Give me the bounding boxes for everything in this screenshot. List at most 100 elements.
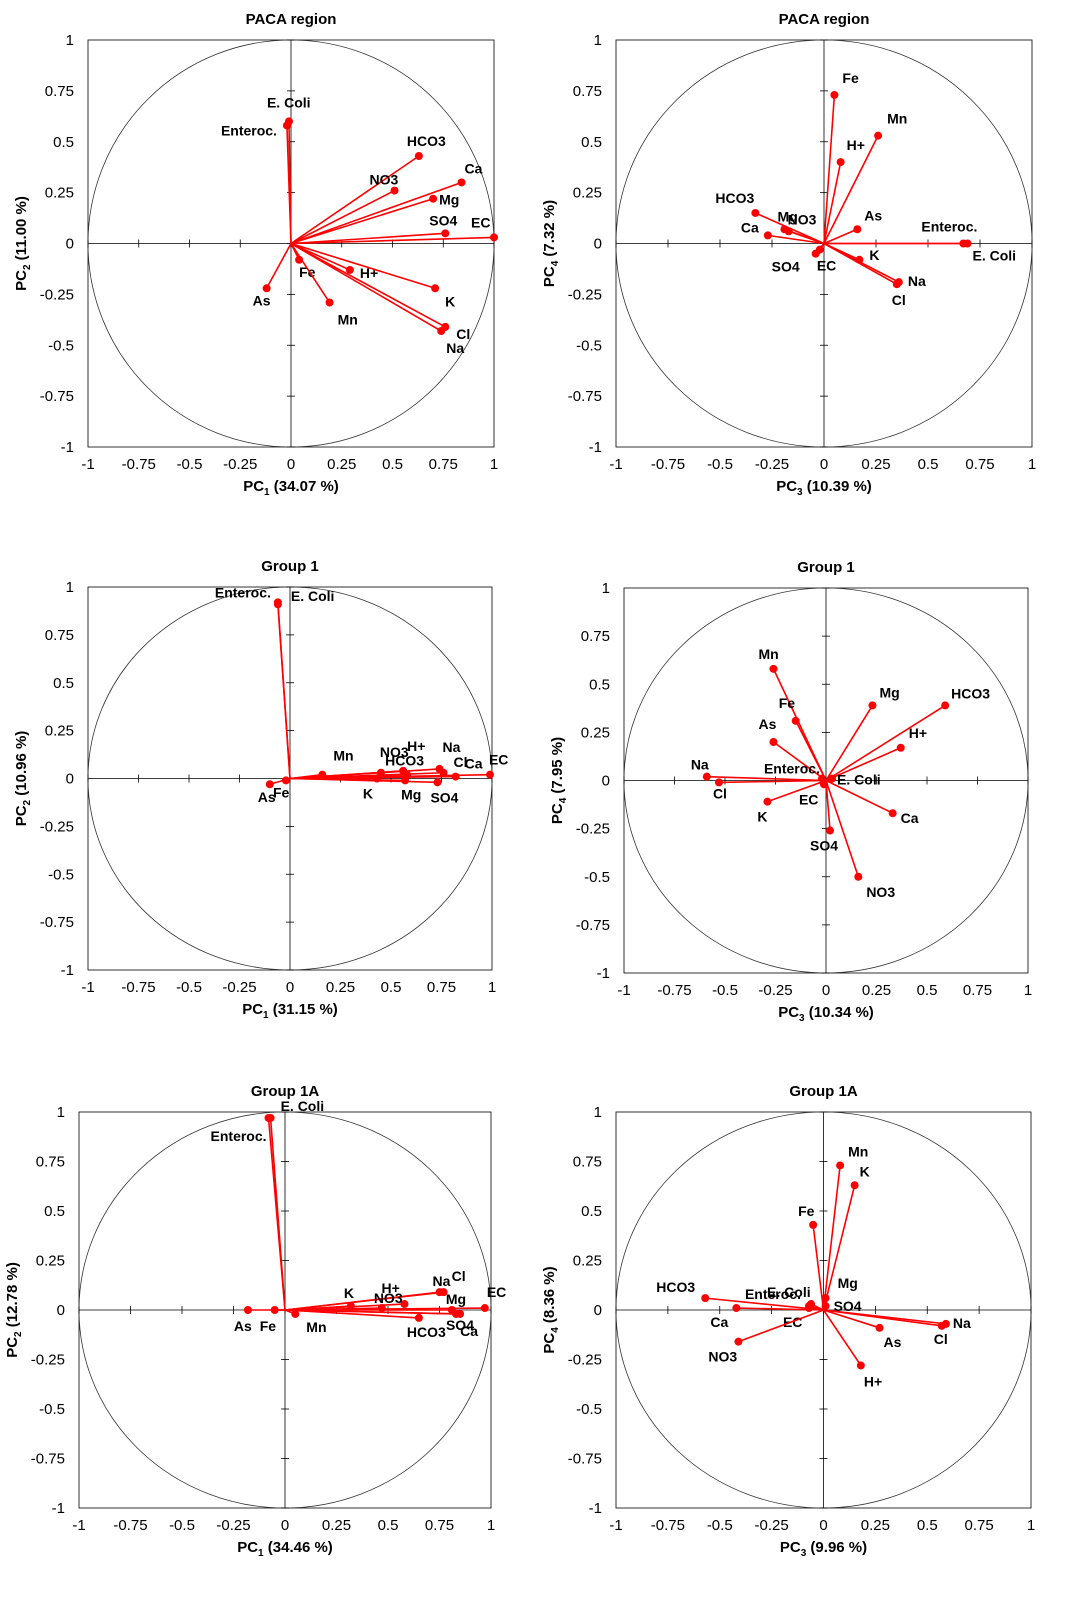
x-tick-label: 0	[820, 456, 828, 473]
loading-vector-hco3	[825, 704, 946, 782]
loading-vector-as	[823, 1309, 880, 1329]
y-tick-label: 0	[66, 771, 74, 788]
x-tick-label: -0.25	[755, 1517, 789, 1534]
x-tick-label: -0.5	[712, 982, 738, 999]
loading-vector-so4	[289, 777, 438, 784]
loading-vector-ca	[825, 779, 894, 814]
x-axis-label: PC3 (10.39 %)	[776, 478, 872, 498]
x-tick-label: 0.75	[427, 979, 456, 996]
y-tick-label: -1	[589, 1500, 602, 1517]
y-tick-label: 1	[66, 579, 74, 596]
variable-label-cl: Cl	[456, 326, 470, 342]
loading-point-k	[431, 284, 440, 293]
loading-point-ec	[485, 770, 494, 779]
variable-label-enteroc: Enteroc.	[764, 761, 820, 777]
y-axis-label: PC2 (10.96 %)	[13, 731, 33, 827]
loading-point-as	[262, 284, 271, 293]
loading-vector-as	[773, 741, 827, 782]
loading-point-e-coli	[273, 600, 282, 609]
loading-vector-ca	[284, 1309, 461, 1315]
chart-title: Group 1A	[789, 1083, 858, 1100]
x-tick-label: 1	[490, 456, 498, 473]
variable-label-enteroc: Enteroc.	[921, 219, 977, 235]
y-tick-label: 0.25	[573, 185, 602, 202]
variable-label-hco3: HCO3	[385, 753, 424, 769]
variable-label-na: Na	[446, 340, 464, 356]
x-tick-label: 0.5	[381, 979, 402, 996]
y-tick-label: 0.25	[45, 723, 74, 740]
pca-chart-3: -1 -0.75 -0.5 -0.25 0 0.25 0.5 0.75 1 -1 -0.75 -0.5…	[13, 558, 508, 1021]
variable-label-mn: Mn	[887, 111, 907, 127]
y-tick-label: -0.75	[40, 388, 74, 405]
variable-label-fe: Fe	[779, 695, 796, 711]
x-tick-label: -1	[81, 979, 94, 996]
loading-point-ec	[804, 1304, 813, 1313]
chart-title: Group 1	[261, 558, 319, 575]
variable-label-h-plus: H+	[864, 1373, 882, 1389]
variable-label-so4: SO4	[430, 789, 458, 805]
pca-chart-1: -1 -0.75 -0.5 -0.25 0 0.25 0.5 0.75 1 -1 -0.75 -0.5…	[13, 11, 498, 498]
variable-label-hco3: HCO3	[656, 1279, 695, 1295]
y-tick-label: 0.5	[589, 676, 610, 693]
loading-point-fe	[809, 1220, 818, 1229]
variable-label-so4: SO4	[429, 212, 457, 228]
loading-point-k	[763, 797, 772, 806]
loading-vector-mn	[822, 1165, 841, 1311]
loading-point-e-coli	[828, 774, 837, 783]
y-tick-label: -0.25	[31, 1352, 65, 1369]
loading-vector-hco3	[290, 155, 420, 245]
loading-point-fe	[270, 1306, 279, 1314]
loading-point-so4	[826, 826, 835, 835]
x-tick-label: -0.5	[177, 456, 203, 473]
variable-label-fe: Fe	[842, 70, 859, 86]
loading-vector-h-plus	[822, 1309, 862, 1366]
variable-label-so4: SO4	[834, 1298, 862, 1314]
x-tick-label: 0	[281, 1517, 289, 1534]
loading-point-enteroc	[282, 121, 291, 130]
y-tick-label: 1	[594, 32, 602, 49]
y-tick-label: 1	[602, 580, 610, 597]
y-tick-label: 0.25	[45, 185, 74, 202]
loading-vector-cl	[284, 1291, 444, 1311]
x-tick-label: -0.5	[169, 1517, 195, 1534]
x-tick-label: -0.25	[758, 982, 792, 999]
y-tick-label: 0.5	[53, 134, 74, 151]
y-tick-label: -0.25	[40, 818, 74, 835]
loading-point-as	[265, 780, 274, 789]
loading-point-ec	[815, 245, 824, 254]
loading-point-ec	[490, 233, 498, 242]
variable-label-h-plus: H+	[381, 1280, 399, 1296]
x-tick-label: 0.25	[327, 456, 356, 473]
loading-vector-no3	[738, 1309, 824, 1343]
y-tick-label: 0.75	[581, 628, 610, 645]
loading-point-as	[769, 738, 778, 746]
x-tick-label: 1	[1024, 982, 1032, 999]
y-tick-label: -0.5	[584, 869, 610, 886]
y-tick-label: -1	[589, 439, 602, 456]
loading-point-so4	[821, 1302, 830, 1311]
variable-label-mg: Mg	[879, 684, 899, 700]
loading-point-cl	[439, 1288, 448, 1297]
loading-vector-fe	[794, 720, 827, 781]
loading-point-hco3	[414, 151, 423, 160]
x-axis-label: PC1 (34.46 %)	[237, 1539, 333, 1559]
variable-label-as: As	[884, 1334, 902, 1350]
variable-label-ca: Ca	[465, 756, 483, 772]
x-tick-label: 0.25	[326, 979, 355, 996]
variable-label-mg: Mg	[439, 192, 459, 208]
loading-point-mg	[401, 776, 410, 785]
variable-label-k: K	[363, 786, 373, 802]
loading-point-no3	[390, 186, 399, 195]
x-tick-label: 0.75	[425, 1517, 454, 1534]
y-tick-label: 0	[594, 1302, 602, 1319]
pca-chart-5: -1 -0.75 -0.5 -0.25 0 0.25 0.5 0.75 1 -1 -0.75 -0.5…	[4, 1083, 506, 1559]
loading-point-mn	[836, 1161, 845, 1170]
loading-point-ca	[456, 1309, 465, 1318]
y-tick-label: 0.25	[36, 1253, 65, 1270]
variable-label-ca: Ca	[460, 1323, 478, 1339]
x-tick-label: 1	[488, 979, 496, 996]
x-tick-label: -0.5	[707, 1517, 733, 1534]
variable-label-as: As	[234, 1318, 252, 1334]
variable-label-no3: NO3	[866, 884, 895, 900]
variable-label-so4: SO4	[810, 838, 838, 854]
